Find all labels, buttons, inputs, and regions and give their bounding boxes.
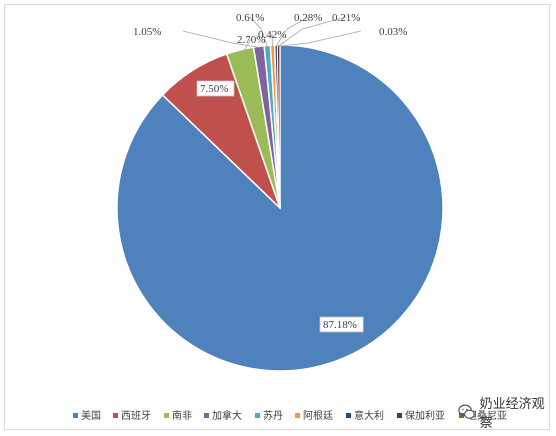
data-label-2: 2.70%	[237, 34, 265, 46]
data-label-box-0	[319, 316, 364, 333]
legend-label-3: 加拿大	[212, 409, 242, 422]
leader-line-2	[240, 38, 252, 52]
legend-swatch-2	[164, 413, 169, 418]
data-label-0: 87.18%	[323, 319, 357, 331]
legend-swatch-4	[255, 413, 260, 418]
leader-line-3	[182, 30, 259, 48]
legend-label-6: 意大利	[354, 409, 384, 422]
legend-label-2: 南非	[172, 409, 192, 422]
data-label-5: 0.42%	[258, 29, 286, 41]
leader-line-4	[249, 16, 268, 47]
data-label-7: 0.21%	[332, 12, 360, 24]
leader-line-6	[275, 16, 309, 47]
legend-swatch-8	[459, 413, 464, 418]
data-label-box-1	[196, 80, 235, 97]
chart-frame: 87.18% 7.50% 2.70% 1.05% 0.61% 0.42% 0.28% 0.21…	[4, 4, 550, 430]
legend-label-8: 坦桑尼亚	[467, 409, 507, 422]
leader-line-8	[279, 30, 362, 47]
pie-chart: 87.18% 7.50% 2.70% 1.05% 0.61% 0.42% 0.28% 0.21…	[73, 12, 507, 422]
legend-label-1: 西班牙	[121, 410, 151, 422]
legend-swatch-7	[397, 413, 402, 418]
legend-swatch-5	[295, 413, 300, 418]
data-label-6: 0.28%	[294, 12, 322, 24]
wechat-icon	[458, 404, 475, 419]
data-label-1: 7.50%	[200, 83, 228, 95]
watermark-text: 奶业经济观察	[479, 397, 545, 431]
leader-line-7	[278, 16, 347, 47]
legend-label-7: 保加利亚	[405, 409, 445, 422]
data-label-3: 1.05%	[133, 26, 161, 38]
legend-swatch-6	[346, 413, 351, 418]
watermark: 奶业经济观察	[458, 397, 556, 431]
leader-line-5	[271, 33, 273, 47]
legend-swatch-0	[73, 413, 78, 418]
legend-label-5: 阿根廷	[303, 409, 333, 422]
data-label-4: 0.61%	[236, 12, 264, 24]
legend-swatch-1	[113, 413, 118, 418]
legend-label-4: 苏丹	[263, 409, 283, 422]
legend-swatch-3	[204, 413, 209, 418]
data-label-8: 0.03%	[379, 26, 407, 38]
legend-label-0: 美国	[81, 409, 101, 422]
